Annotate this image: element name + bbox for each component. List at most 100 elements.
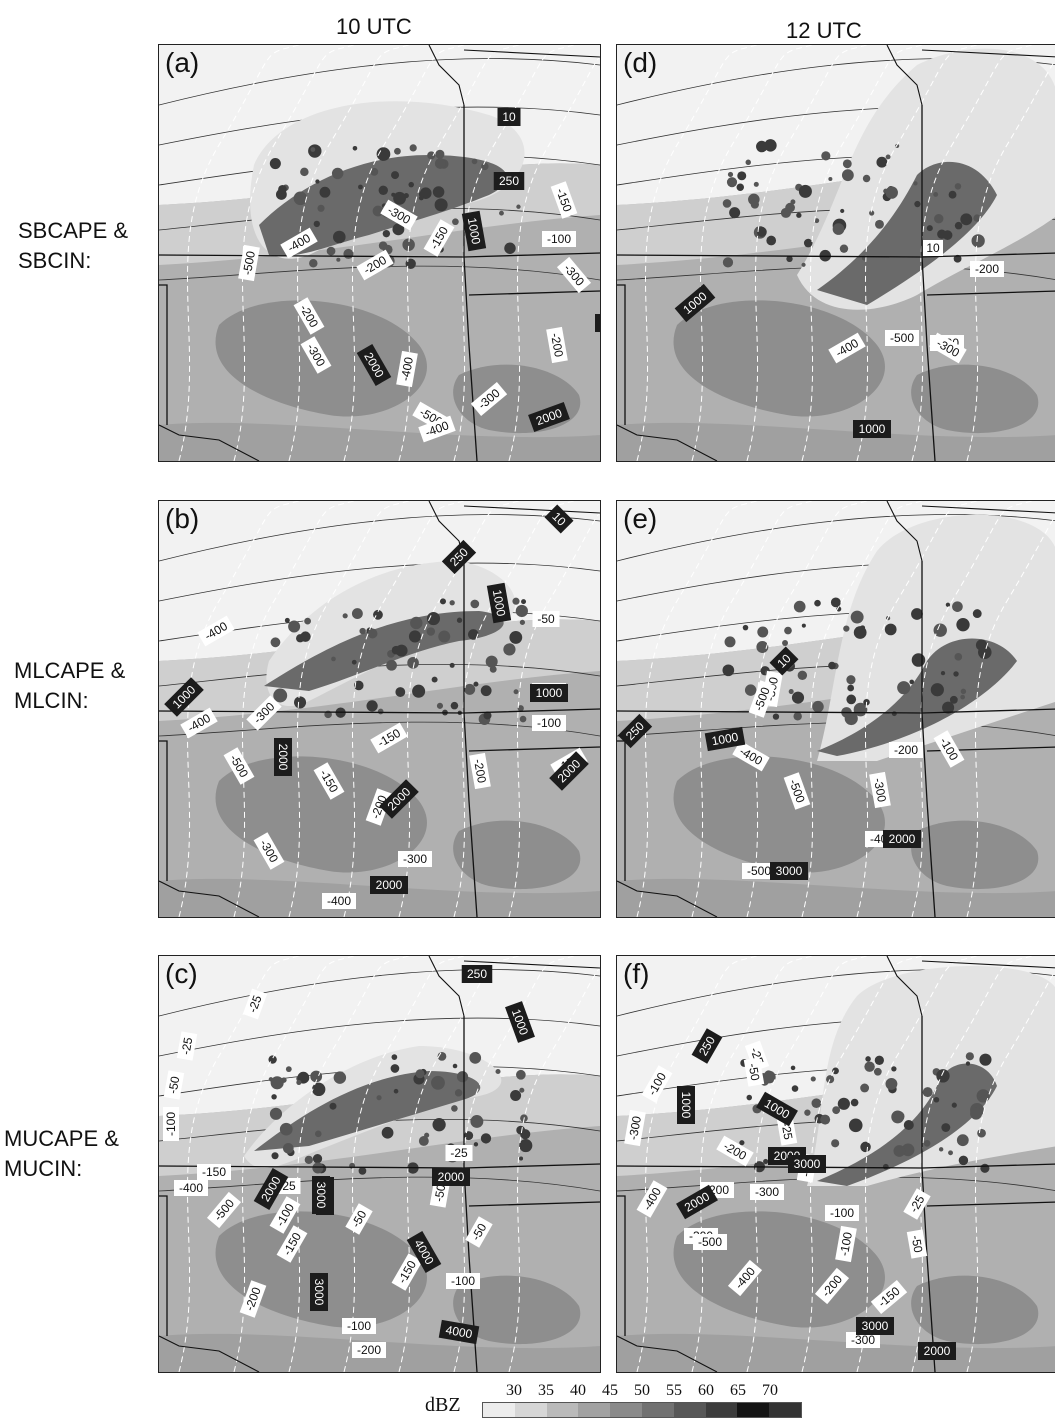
svg-text:-100: -100 [347, 1319, 371, 1333]
cin-contours [636, 45, 1055, 461]
cin-label: -100 [835, 1225, 857, 1263]
svg-text:-25: -25 [450, 1146, 468, 1160]
svg-text:-100: -100 [537, 716, 561, 730]
cin-labels: -25-50-100-300-25-200-50-300-400-200-100… [624, 1040, 931, 1348]
cape-label: 1000 [530, 684, 568, 702]
cin-label: -25 [176, 1031, 198, 1061]
legend-swatch [610, 1403, 642, 1417]
cape-label: 2000 [918, 1342, 956, 1360]
cape-label: 1000 [853, 420, 891, 438]
legend-tick-label: 55 [666, 1382, 682, 1399]
map-canvas: -25-50-100-300-25-200-50-300-400-200-100… [617, 956, 1055, 1372]
cape-label: 1000 [505, 1001, 535, 1043]
cin-label: -50 [465, 1216, 493, 1248]
row-label-mu-line2: MUCIN: [4, 1156, 83, 1181]
cin-label: -500 [238, 244, 260, 282]
cin-label: -400 [180, 707, 218, 739]
radar-reflectivity [244, 1046, 533, 1175]
svg-text:-200: -200 [894, 743, 918, 757]
svg-text:-400: -400 [179, 1181, 203, 1195]
cin-label: -500 [885, 330, 919, 346]
cin-label: -50 [906, 1229, 928, 1259]
svg-text:2000: 2000 [376, 878, 403, 892]
svg-text:-50: -50 [166, 1075, 183, 1095]
cin-label: -100 [342, 1318, 376, 1334]
state-borders [617, 501, 1055, 917]
cin-label: -100 [532, 715, 566, 731]
svg-text:4000: 4000 [445, 1323, 474, 1341]
radar-reflectivity [264, 561, 528, 725]
cin-label: -50 [345, 1203, 373, 1235]
cape-label: 250 [493, 172, 525, 190]
map-panel-f: -25-50-100-300-25-200-50-300-400-200-100… [616, 955, 1055, 1373]
legend-swatch [483, 1403, 515, 1417]
cin-label: -300 [846, 1332, 880, 1348]
cape-label: 1000 [704, 726, 746, 752]
svg-text:-100: -100 [830, 1206, 854, 1220]
svg-text:-400: -400 [398, 356, 416, 382]
legend-color-bar [482, 1402, 802, 1418]
panel-letter: (c) [165, 958, 198, 989]
svg-text:-500: -500 [890, 331, 914, 345]
cin-label: 10 [923, 240, 943, 256]
svg-text:3000: 3000 [776, 864, 803, 878]
cape-label: 3000 [788, 1155, 826, 1173]
svg-text:-50: -50 [746, 1062, 763, 1082]
cin-contours [178, 956, 600, 1372]
svg-text:-300: -300 [755, 1185, 779, 1199]
cin-label: -300 [624, 1109, 646, 1147]
svg-text:1000: 1000 [490, 589, 508, 618]
row-label-ml: MLCAPE & MLCIN: [14, 656, 125, 716]
svg-text:10: 10 [502, 110, 516, 124]
cin-label: -25 [776, 1116, 798, 1146]
svg-text:-100: -100 [451, 1274, 475, 1288]
map-canvas: -25-25-50-100-150-25-25-400 -50-500 -100-1… [159, 956, 600, 1372]
map-panel-e: -300-500-400-200-100-500-300-400-5001025… [616, 500, 1055, 918]
cape-label: 1000 [461, 210, 487, 252]
svg-text:-50: -50 [909, 1234, 926, 1254]
state-borders [617, 45, 1055, 461]
cin-label: -25 [903, 1188, 931, 1220]
cin-contours [178, 45, 600, 461]
cin-label: -25 [242, 988, 268, 1020]
svg-text:-25: -25 [179, 1036, 196, 1056]
cin-label: -150 [550, 181, 578, 219]
svg-text:-100: -100 [164, 1112, 178, 1136]
cin-label: -50 [743, 1057, 765, 1087]
cape-label: 1000 [595, 314, 600, 332]
row-label-sb-line1: SBCAPE & [18, 218, 129, 243]
cin-label: -300 [398, 851, 432, 867]
svg-text:-400: -400 [327, 894, 351, 908]
legend-swatch [641, 1403, 674, 1417]
svg-text:-500: -500 [747, 864, 771, 878]
panel-letter: (b) [165, 503, 200, 534]
row-label-sb-line2: SBCIN: [18, 248, 92, 273]
cin-label: -100 [163, 1107, 179, 1141]
cape-label: 10 [544, 504, 574, 534]
svg-text:-200: -200 [548, 332, 566, 358]
cape-label: 2000 [370, 876, 408, 894]
cape-label: 2000 [528, 402, 570, 432]
cin-label: -400 [418, 415, 456, 443]
legend-title: dBZ [425, 1394, 461, 1416]
cape-label: 10 [769, 646, 799, 676]
cape-label: 3000 [310, 1273, 328, 1311]
cin-label: -200 [365, 788, 393, 826]
legend-tick-label: 50 [634, 1382, 650, 1399]
cin-label: -200 [546, 326, 568, 364]
svg-text:-200: -200 [975, 262, 999, 276]
legend-swatch [737, 1403, 770, 1417]
row-label-mu: MUCAPE & MUCIN: [4, 1124, 119, 1184]
cin-label: -150 [197, 1164, 231, 1180]
cape-label: 2000 [274, 738, 292, 776]
cin-label: -200 [970, 261, 1004, 277]
cin-label: -200 [889, 742, 923, 758]
svg-text:2000: 2000 [924, 1344, 951, 1358]
column-title-10utc: 10 UTC [336, 14, 412, 39]
cin-label: -300 [869, 771, 891, 809]
cin-label: -100 [825, 1205, 859, 1221]
cin-labels: -300-500-400-200-100-500-300-400-500 [732, 670, 965, 879]
cin-label: -300 [750, 1184, 784, 1200]
